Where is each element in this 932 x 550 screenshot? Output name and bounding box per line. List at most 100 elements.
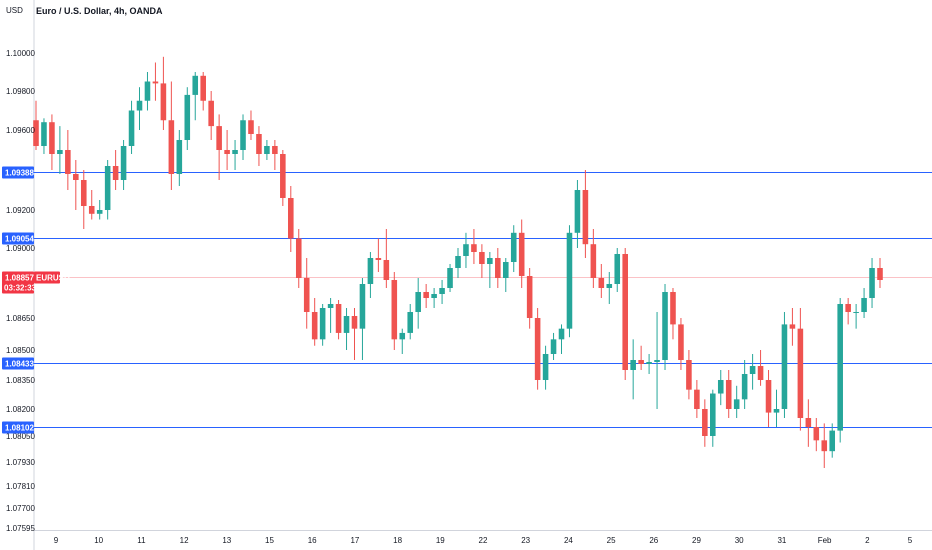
candle-body (550, 339, 557, 354)
y-tick-label: 1.08200 (6, 405, 35, 414)
candle-body (367, 258, 374, 284)
candle-body (542, 354, 549, 380)
current-price-countdown: 03:32:33 (4, 284, 37, 293)
candle-body (861, 298, 867, 312)
candle-body (526, 276, 533, 318)
x-tick-label: 31 (777, 536, 786, 545)
candle-body (614, 254, 621, 284)
level-badge (2, 421, 34, 434)
y-tick-label: 1.08650 (6, 314, 35, 323)
candle-body (176, 140, 183, 174)
x-tick-label: 11 (137, 536, 146, 545)
candle-body (311, 312, 318, 340)
y-tick-label: 1.07930 (6, 458, 35, 467)
candle-body (73, 174, 79, 180)
candle-body (120, 146, 127, 180)
price-axis: 1.10000 1.09800 1.09600 1.09200 1.09000 1.086… (2, 49, 70, 533)
candle-body (88, 206, 95, 214)
candle-body (710, 393, 716, 436)
x-tick-label: 19 (436, 536, 445, 545)
candle-body (877, 268, 883, 280)
candle-body (49, 122, 55, 154)
candle-body (574, 190, 581, 233)
candle-body (733, 399, 740, 409)
y-tick-label: 1.07810 (6, 482, 35, 491)
candle-body (216, 126, 222, 150)
candle-body (717, 380, 724, 394)
x-tick-label: 18 (393, 536, 402, 545)
candle-body (495, 258, 501, 278)
y-tick-label: 1.08500 (6, 346, 35, 355)
candle-body (582, 190, 589, 245)
y-tick-label: 1.07595 (6, 524, 35, 533)
level-badge (2, 166, 34, 179)
candle-body (678, 324, 684, 360)
candle-body (200, 75, 206, 101)
candle-body (112, 166, 119, 180)
x-tick-label: 23 (521, 536, 530, 545)
x-tick-label: 25 (607, 536, 616, 545)
candle-body (622, 254, 628, 370)
candle-body (303, 278, 310, 312)
candle-body (845, 304, 851, 312)
candle-body (160, 83, 167, 121)
candle-body (415, 292, 421, 312)
candle-body (295, 238, 302, 278)
candle-body (598, 278, 605, 288)
candle-body (335, 304, 342, 333)
candle-body (630, 360, 636, 370)
candle-body (471, 244, 477, 252)
candle-body (280, 154, 286, 198)
time-axis: 9 10 11 12 13 15 16 17 18 19 22 23 24 25 26 29 30 31 Feb 2 5 (54, 536, 913, 545)
candle-body (327, 304, 334, 308)
candle-body (694, 389, 700, 409)
candle-body (383, 260, 390, 280)
candle-body (773, 409, 780, 413)
candle-body (80, 180, 87, 206)
candle-body (558, 328, 565, 340)
candle-body (319, 308, 326, 340)
candle-body (869, 268, 875, 298)
candle-body (590, 244, 597, 278)
x-tick-label: 29 (692, 536, 701, 545)
chart-grid (33, 0, 932, 550)
candle-body (837, 304, 843, 431)
x-tick-label: 30 (735, 536, 744, 545)
candles (33, 56, 883, 468)
candle-body (439, 288, 445, 294)
candle-body (224, 150, 230, 154)
x-tick-label: 13 (222, 536, 231, 545)
candle-body (534, 318, 541, 380)
x-tick-label: 26 (649, 536, 658, 545)
level-badge-label: 1.08433 (5, 360, 34, 369)
candle-body (431, 294, 437, 298)
candle-body (510, 232, 517, 262)
level-badge-label: 1.09388 (5, 169, 34, 178)
candle-body (168, 120, 175, 174)
candle-body (829, 430, 836, 452)
candle-body (248, 120, 254, 134)
candle-body (757, 366, 764, 380)
candle-body (606, 284, 613, 288)
candle-body (391, 280, 398, 340)
candle-body (646, 362, 652, 364)
candle-body (128, 110, 135, 146)
x-tick-label: 9 (54, 536, 59, 545)
x-tick-label: 15 (265, 536, 274, 545)
x-tick-label: 5 (908, 536, 913, 545)
current-price-value: 1.08857 (5, 274, 34, 283)
y-tick-label: 1.08050 (6, 432, 35, 441)
candle-body (65, 150, 71, 174)
horizontal-levels (34, 172, 932, 428)
candle-body (853, 312, 859, 313)
x-tick-label: Feb (818, 536, 832, 545)
candle-body (566, 232, 573, 329)
candle-body (686, 360, 692, 390)
candle-body (407, 312, 414, 333)
candle-body (702, 409, 708, 436)
candle-body (455, 256, 461, 268)
candle-body (41, 122, 47, 146)
candle-body (797, 328, 804, 418)
candle-body (447, 268, 453, 288)
